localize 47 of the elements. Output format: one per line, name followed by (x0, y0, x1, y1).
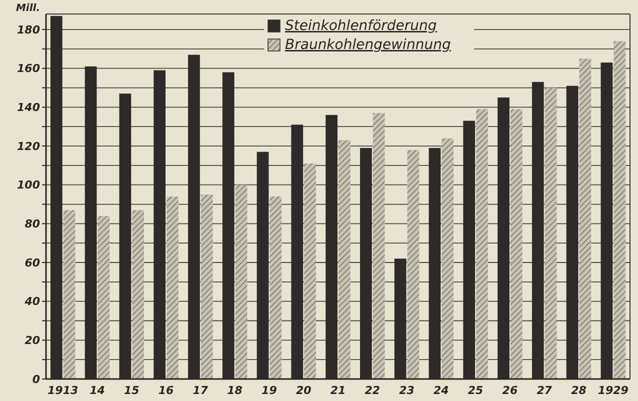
bar (200, 194, 213, 379)
bar (98, 216, 110, 379)
y-tick-label: 40 (24, 295, 40, 308)
x-tick-label: 26 (502, 384, 518, 397)
bar (510, 109, 522, 379)
legend-label: Steinkohlenförderung (285, 18, 437, 34)
bar (614, 41, 626, 379)
x-tick-label: 16 (158, 384, 174, 397)
x-tick-label: 15 (124, 384, 140, 397)
x-tick-label: 23 (399, 384, 415, 397)
x-tick-label: 27 (536, 384, 552, 397)
bar (63, 210, 76, 379)
x-tick-label: 22 (364, 384, 380, 397)
legend-label: Braunkohlengewinnung (285, 37, 451, 53)
y-tick-label: 160 (17, 62, 40, 76)
y-tick-label: 80 (24, 218, 40, 231)
bar (132, 210, 144, 379)
y-tick-label: 120 (17, 140, 40, 153)
bar (235, 184, 248, 379)
bar (338, 140, 350, 379)
y-tick-label: 20 (24, 334, 40, 348)
y-tick-label: 0 (32, 372, 40, 386)
bar (304, 163, 316, 379)
y-tick-label: 180 (17, 23, 40, 36)
x-tick-label: 17 (192, 384, 208, 397)
x-tick-label: 20 (296, 384, 312, 397)
bar (544, 88, 557, 379)
bar (476, 109, 488, 379)
bar (407, 150, 420, 379)
y-axis-title: Mill. (16, 3, 40, 14)
x-tick-label: 25 (468, 384, 484, 397)
x-tick-label: 21 (330, 384, 346, 397)
bar (579, 58, 592, 379)
x-tick-label: 1929 (598, 384, 629, 397)
bar (372, 113, 385, 379)
x-tick-label: 1913 (48, 384, 78, 397)
x-tick-label: 19 (262, 384, 278, 397)
y-tick-label: 140 (17, 101, 40, 114)
bar (270, 196, 282, 379)
bar (166, 196, 178, 379)
x-tick-label: 18 (227, 384, 243, 397)
y-tick-label: 100 (17, 178, 40, 192)
y-tick-label: 60 (24, 256, 40, 270)
x-tick-label: 28 (571, 384, 587, 397)
x-tick-label: 14 (90, 384, 105, 397)
x-tick-label: 24 (434, 384, 449, 397)
bar (442, 138, 454, 379)
